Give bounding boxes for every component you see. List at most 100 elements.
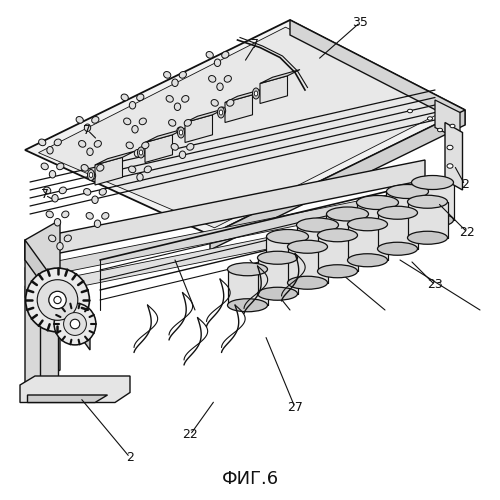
Ellipse shape [318,265,358,278]
Ellipse shape [139,150,143,155]
Ellipse shape [208,76,216,82]
Ellipse shape [126,142,134,148]
Polygon shape [95,151,135,165]
Ellipse shape [378,242,418,256]
Polygon shape [386,192,428,229]
Ellipse shape [408,196,448,208]
Ellipse shape [224,76,232,82]
Ellipse shape [49,292,66,308]
Ellipse shape [378,206,418,220]
Ellipse shape [70,320,80,329]
Polygon shape [25,206,425,298]
Polygon shape [28,395,108,402]
Text: 22: 22 [182,428,198,442]
Ellipse shape [318,229,358,242]
Polygon shape [210,110,465,250]
Polygon shape [20,376,130,402]
Polygon shape [40,280,58,400]
Text: 35: 35 [352,16,368,29]
Ellipse shape [166,96,173,102]
Ellipse shape [447,164,453,168]
Ellipse shape [220,107,226,114]
Polygon shape [356,202,399,240]
Ellipse shape [44,187,51,194]
Ellipse shape [288,276,328,289]
Ellipse shape [408,231,448,244]
Text: 27: 27 [287,401,303,414]
Ellipse shape [37,280,78,320]
Polygon shape [296,225,339,262]
Polygon shape [25,220,60,390]
Ellipse shape [54,303,96,345]
Ellipse shape [218,107,224,118]
Polygon shape [326,214,368,252]
Ellipse shape [64,312,86,336]
Polygon shape [290,20,465,125]
Ellipse shape [94,140,102,147]
Ellipse shape [62,211,69,218]
Ellipse shape [228,298,268,312]
Ellipse shape [326,207,368,221]
Polygon shape [258,258,298,294]
Ellipse shape [52,194,58,202]
Ellipse shape [356,196,399,209]
Polygon shape [225,88,265,102]
Ellipse shape [450,124,455,128]
Ellipse shape [138,147,144,158]
Ellipse shape [211,100,218,106]
Ellipse shape [102,212,109,219]
Polygon shape [95,158,122,185]
Text: 22: 22 [460,226,475,239]
Ellipse shape [214,59,220,66]
Ellipse shape [179,72,186,78]
Ellipse shape [38,139,46,145]
Ellipse shape [348,254,388,267]
Ellipse shape [142,142,149,148]
Text: 23: 23 [427,278,443,291]
Ellipse shape [128,166,136,172]
Ellipse shape [139,118,146,124]
Ellipse shape [226,100,234,106]
Ellipse shape [171,144,178,150]
Ellipse shape [184,120,192,126]
Ellipse shape [136,94,144,100]
Ellipse shape [296,256,339,270]
Ellipse shape [81,164,88,171]
Ellipse shape [174,103,180,110]
Ellipse shape [438,128,442,132]
Ellipse shape [57,242,63,250]
Ellipse shape [47,146,53,154]
Polygon shape [145,128,185,142]
Ellipse shape [59,187,66,194]
Ellipse shape [428,116,432,120]
Polygon shape [318,236,358,271]
Ellipse shape [134,150,140,157]
Ellipse shape [177,127,183,134]
Ellipse shape [84,124,90,132]
Ellipse shape [164,72,171,78]
Ellipse shape [326,244,368,258]
Polygon shape [38,27,452,228]
Ellipse shape [258,287,298,300]
Ellipse shape [412,176,454,190]
Text: 7: 7 [41,188,49,202]
Ellipse shape [386,222,428,236]
Polygon shape [260,76,287,104]
Ellipse shape [252,88,260,99]
Ellipse shape [228,263,268,276]
Ellipse shape [50,170,56,178]
Polygon shape [288,247,328,283]
Ellipse shape [46,211,54,218]
Ellipse shape [87,148,93,156]
Ellipse shape [54,218,60,226]
Ellipse shape [266,267,308,281]
Ellipse shape [86,212,94,219]
Ellipse shape [56,163,64,170]
Text: 7: 7 [251,38,259,52]
Ellipse shape [217,83,223,90]
Ellipse shape [266,230,308,243]
Ellipse shape [348,218,388,231]
Polygon shape [378,213,418,249]
Ellipse shape [48,235,56,242]
Polygon shape [145,135,172,162]
